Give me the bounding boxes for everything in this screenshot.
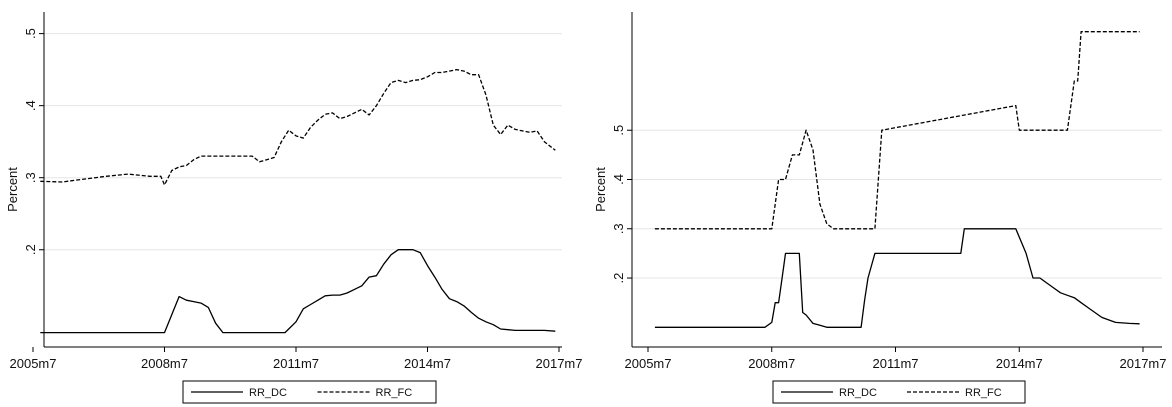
chart-2: .2 .3 .4 .5 2005m7 2008m7 2011m7 2014m7 2017m7 Pe… (593, 12, 1167, 404)
legend-label: RR_DC (839, 387, 877, 399)
x-tick-label: 2008m7 (141, 356, 188, 371)
x-tick-label: 2014m7 (404, 356, 451, 371)
y-axis-title: Percent (5, 167, 20, 212)
x-tick-label: 2011m7 (273, 356, 319, 371)
x-tick-label: 2005m7 (10, 356, 57, 371)
legend-label: RR_DC (249, 387, 287, 399)
series-line-rr-fc (40, 68, 556, 186)
y-axis-title: Percent (593, 167, 608, 212)
y-tick-label: .3 (611, 223, 626, 234)
series-line-rr-dc (654, 228, 1140, 328)
legend: RR_DC RR_FC (182, 380, 437, 404)
x-tick-label: 2017m7 (536, 356, 583, 371)
chart-1: .2 .3 .4 .5 2005m7 2008m7 2011m7 2014m7 2017m7 Pe… (5, 12, 583, 404)
x-tick-label: 2011m7 (872, 356, 918, 371)
series-line-rr-fc (654, 31, 1140, 230)
legend-label: RR_FC (376, 387, 413, 399)
y-tick-label: .2 (611, 273, 626, 284)
legend: RR_DC RR_FC (772, 380, 1026, 404)
legend-label: RR_FC (965, 387, 1002, 399)
series-line-rr-dc (40, 249, 556, 334)
x-tick-label: 2008m7 (748, 356, 795, 371)
legend-box (772, 380, 1026, 404)
x-tick-label: 2017m7 (1120, 356, 1167, 371)
x-tick-label: 2014m7 (996, 356, 1043, 371)
y-tick-label: .4 (611, 174, 626, 185)
x-tick-label: 2005m7 (625, 356, 672, 371)
y-tick-label: .5 (23, 28, 38, 39)
y-tick-label: .4 (23, 100, 38, 111)
legend-box (182, 380, 437, 404)
y-tick-label: .5 (611, 125, 626, 136)
y-tick-label: .3 (23, 172, 38, 183)
y-tick-label: .2 (23, 244, 38, 255)
